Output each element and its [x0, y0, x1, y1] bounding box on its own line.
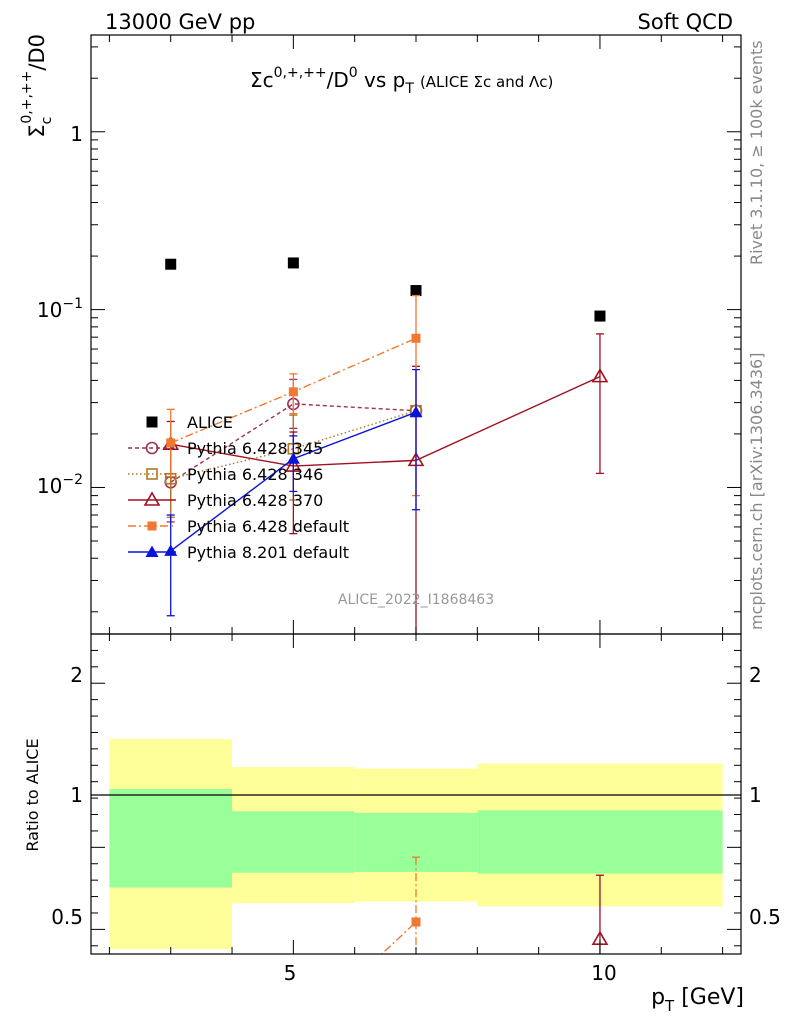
ratio-tick-label-right-1: 1: [749, 783, 762, 807]
plot-title: Σc0,+,++/D0 vs pT (ALICE Σc and Λc): [250, 65, 553, 97]
legend-entry-4: Pythia 6.428 default: [128, 517, 349, 536]
data-point: [410, 285, 422, 297]
y-tick-label-1e-2: 10−2: [37, 472, 83, 498]
header-left-label: 13000 GeV pp: [105, 10, 255, 34]
series-alice: [165, 257, 606, 322]
ratio-tick-label-left-2: 2: [70, 663, 83, 687]
legend-label: Pythia 6.428 346: [187, 465, 323, 484]
legend-marker: [145, 545, 159, 557]
y-axis-label: Σc0,+,++/D0: [19, 34, 55, 138]
data-point: [286, 452, 300, 464]
legend-entry-0: ALICE: [146, 413, 233, 432]
series-line-1: [170, 403, 417, 483]
y-tick-label-1: 1: [70, 122, 83, 146]
series-line-3: [170, 375, 601, 467]
rivet-version-label: Rivet 3.1.10, ≥ 100k events: [747, 40, 766, 265]
legend-marker: [146, 416, 158, 428]
data-point: [594, 310, 606, 322]
data-point: [288, 387, 298, 397]
legend-label: ALICE: [187, 413, 233, 432]
header-right-label: Soft QCD: [638, 10, 733, 34]
ratio-tick-label-left-1: 1: [70, 783, 83, 807]
legend-entry-2: Pythia 6.428 346: [128, 465, 323, 484]
legend-label: Pythia 6.428 370: [187, 491, 323, 510]
legend-marker: [146, 468, 158, 480]
legend-entry-1: Pythia 6.428 345: [128, 439, 323, 458]
ratio-stat-band-1: [232, 811, 355, 873]
ratio-tick-label-left-0.5: 0.5: [51, 905, 83, 929]
x-axis-label: pT [GeV]: [651, 985, 744, 1015]
legend-entry-3: Pythia 6.428 370: [128, 491, 323, 510]
ratio-line: [380, 921, 417, 954]
x-tick-label-10: 10: [591, 961, 616, 985]
ratio-series-pythia-6-428-default: [380, 856, 421, 954]
ratio-tick-label-right-2: 2: [749, 663, 762, 687]
data-point: [166, 438, 176, 448]
legend-marker: [147, 521, 157, 531]
series-pythia-8-201-default: [164, 368, 423, 617]
legend-label: Pythia 6.428 default: [187, 517, 349, 536]
ratio-y-axis-label: Ratio to ALICE: [23, 738, 42, 851]
data-point: [164, 544, 178, 556]
x-tick-label-5: 5: [284, 961, 297, 985]
y-tick-label-1e-1: 10−1: [37, 296, 83, 322]
legend-label: Pythia 8.201 default: [187, 543, 349, 562]
data-point: [287, 257, 299, 269]
legend: ALICE Pythia 6.428 345 Pythia 6.428 346 Pyt…: [128, 413, 349, 562]
analysis-id-label: ALICE_2022_I1868463: [338, 592, 494, 608]
legend-label: Pythia 6.428 345: [187, 439, 323, 458]
legend-marker: [145, 441, 159, 455]
ratio-stat-band-3: [477, 810, 723, 874]
data-point: [165, 258, 177, 270]
ratio-tick-label-right-0.5: 0.5: [749, 905, 781, 929]
legend-marker: [143, 491, 161, 506]
data-point: [591, 368, 609, 383]
mcplots-reference-label: mcplots.cern.ch [arXiv:1306.3436]: [747, 353, 766, 630]
ratio-point: [411, 917, 421, 927]
axis-ticks: [91, 35, 741, 954]
data-point: [409, 405, 423, 418]
legend-entry-5: Pythia 8.201 default: [128, 543, 349, 562]
data-point: [411, 333, 421, 343]
ratio-stat-band-0: [109, 789, 233, 888]
main-series-layer: [162, 257, 609, 634]
